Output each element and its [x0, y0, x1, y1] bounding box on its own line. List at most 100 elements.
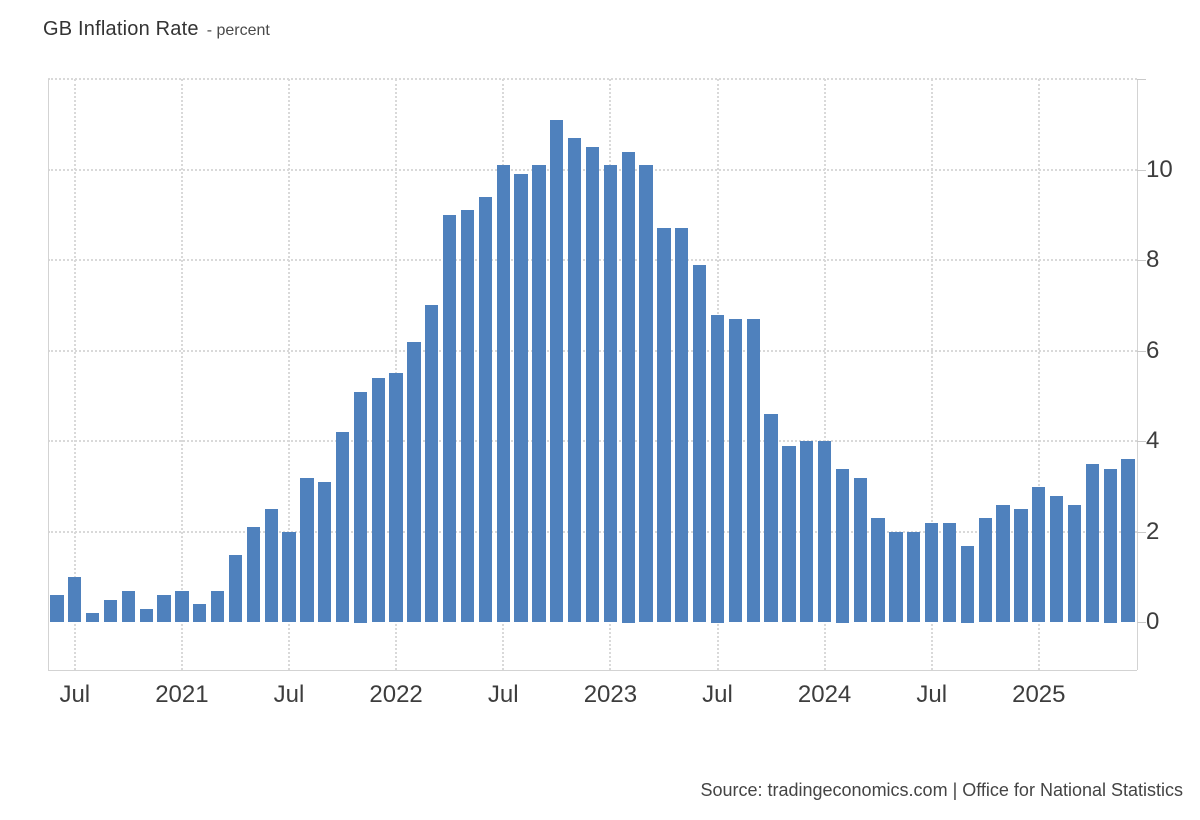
x-axis-label: Jul — [487, 681, 519, 708]
bar-may-2024[interactable] — [889, 531, 903, 623]
y-axis-label: 2 — [1146, 517, 1160, 545]
bar-aug-2021[interactable] — [300, 477, 314, 623]
y-axis-tick — [1137, 79, 1146, 80]
bar-dec-2023[interactable] — [800, 441, 814, 623]
bar-jul-2024[interactable] — [925, 522, 939, 623]
gridline-vertical — [73, 79, 76, 670]
bar-nov-2024[interactable] — [996, 504, 1010, 623]
bar-jun-2024[interactable] — [907, 531, 921, 623]
bar-sep-2020[interactable] — [103, 599, 118, 623]
bar-oct-2020[interactable] — [121, 590, 135, 623]
bar-sep-2024[interactable] — [960, 545, 975, 623]
gridline-vertical — [288, 79, 290, 670]
bar-sep-2022[interactable] — [532, 165, 546, 623]
bar-aug-2024[interactable] — [942, 522, 957, 623]
bar-nov-2021[interactable] — [353, 391, 368, 623]
bar-oct-2021[interactable] — [335, 432, 350, 623]
bar-jan-2025[interactable] — [1032, 486, 1046, 623]
bar-apr-2022[interactable] — [443, 214, 457, 623]
bar-dec-2020[interactable] — [157, 595, 171, 623]
x-axis-label: 2021 — [155, 681, 209, 708]
y-axis-label: 6 — [1146, 336, 1160, 364]
chart-subtitle: - percent — [206, 22, 270, 39]
y-axis-label: 8 — [1146, 246, 1160, 274]
bar-jun-2020[interactable] — [50, 595, 64, 623]
gridline-vertical — [823, 79, 826, 670]
bar-mar-2023[interactable] — [639, 165, 653, 623]
x-axis-label: 2023 — [583, 681, 638, 708]
bar-jun-2021[interactable] — [264, 509, 278, 623]
bar-aug-2020[interactable] — [85, 613, 100, 623]
x-axis-label: Jul — [916, 681, 948, 708]
bar-jun-2023[interactable] — [692, 264, 707, 623]
bar-oct-2024[interactable] — [978, 518, 992, 623]
bar-apr-2021[interactable] — [228, 554, 243, 623]
bar-jan-2022[interactable] — [389, 373, 403, 623]
bar-jan-2021[interactable] — [175, 590, 189, 623]
y-axis-tick — [1137, 169, 1146, 171]
bar-feb-2023[interactable] — [621, 151, 635, 623]
bar-apr-2024[interactable] — [871, 518, 885, 623]
bar-jan-2024[interactable] — [817, 441, 832, 623]
gridline-vertical — [930, 79, 933, 670]
y-axis-tick — [1137, 531, 1146, 533]
bar-dec-2021[interactable] — [371, 377, 385, 623]
bar-oct-2022[interactable] — [550, 119, 564, 623]
bar-may-2023[interactable] — [675, 228, 689, 623]
source-text: Source: tradingeconomics.com | Office fo… — [700, 780, 1183, 800]
bar-apr-2025[interactable] — [1085, 463, 1100, 623]
bar-dec-2022[interactable] — [585, 146, 600, 623]
bar-feb-2025[interactable] — [1050, 495, 1064, 623]
y-axis-label: 4 — [1146, 427, 1160, 455]
bar-nov-2020[interactable] — [139, 608, 153, 623]
bar-sep-2021[interactable] — [318, 482, 332, 623]
chart-header: GB Inflation Rate - percent — [43, 18, 270, 41]
y-axis-tick — [1137, 441, 1146, 443]
gridline-horizontal — [48, 78, 1137, 80]
bar-nov-2022[interactable] — [568, 137, 582, 623]
x-axis-line — [48, 670, 1137, 671]
bar-aug-2023[interactable] — [728, 319, 742, 623]
x-axis-label: 2024 — [797, 681, 852, 708]
bar-jun-2025[interactable] — [1121, 459, 1135, 623]
bar-jul-2022[interactable] — [496, 165, 510, 623]
bar-feb-2024[interactable] — [835, 468, 850, 623]
bar-may-2022[interactable] — [460, 210, 475, 623]
bar-dec-2024[interactable] — [1014, 509, 1028, 623]
bar-jul-2023[interactable] — [710, 314, 725, 623]
y-axis-label: 0 — [1146, 608, 1160, 636]
bar-feb-2021[interactable] — [193, 604, 207, 623]
bar-jul-2021[interactable] — [282, 531, 296, 623]
plot-border-left — [48, 79, 49, 670]
bar-may-2021[interactable] — [246, 527, 260, 623]
y-axis-tick — [1137, 622, 1146, 624]
bar-apr-2023[interactable] — [657, 228, 671, 623]
bar-mar-2021[interactable] — [210, 590, 225, 623]
bar-mar-2025[interactable] — [1067, 504, 1082, 623]
bar-mar-2022[interactable] — [425, 305, 439, 623]
gridline-vertical — [1037, 79, 1040, 670]
bar-aug-2022[interactable] — [514, 174, 528, 623]
x-axis-label: 2022 — [369, 681, 423, 708]
bar-oct-2023[interactable] — [764, 414, 778, 623]
x-axis-label: Jul — [702, 681, 733, 708]
x-axis-label: Jul — [59, 681, 91, 708]
x-axis-label: 2025 — [1012, 681, 1066, 708]
bar-nov-2023[interactable] — [782, 445, 796, 623]
bar-may-2025[interactable] — [1103, 468, 1117, 623]
chart-title: GB Inflation Rate — [43, 18, 199, 40]
bar-jul-2020[interactable] — [68, 577, 82, 623]
y-axis-label: 10 — [1146, 155, 1173, 183]
bar-mar-2024[interactable] — [853, 477, 867, 623]
x-axis-label: Jul — [273, 681, 305, 708]
gridline-vertical — [180, 79, 183, 670]
bar-sep-2023[interactable] — [746, 319, 760, 623]
y-axis-tick — [1137, 350, 1146, 352]
bar-feb-2022[interactable] — [407, 341, 421, 623]
y-axis-line — [1137, 79, 1138, 670]
bar-jan-2023[interactable] — [603, 165, 618, 623]
bar-jun-2022[interactable] — [478, 196, 493, 623]
y-axis-tick — [1137, 260, 1146, 262]
